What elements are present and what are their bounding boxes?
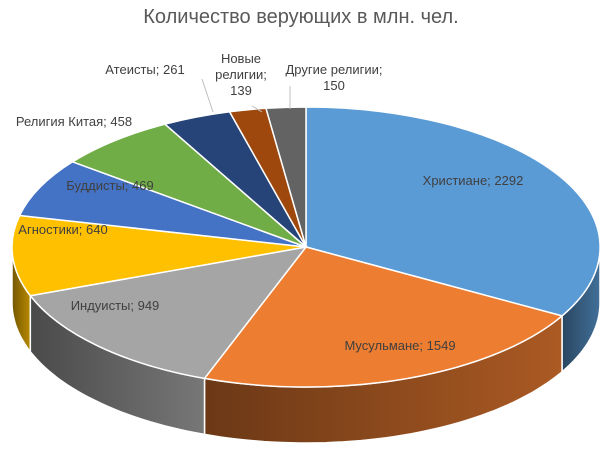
data-label-другие-религии: Другие религии; 150	[286, 62, 383, 93]
chart-title: Количество верующих в млн. чел.	[143, 6, 459, 28]
data-label-новые-религии: Новые религии; 139	[215, 51, 267, 98]
slice-христиане	[305, 106, 601, 317]
pie-top-layer	[11, 106, 601, 388]
data-label-христиане: Христиане; 2292	[423, 173, 524, 188]
data-label-атеисты: Атеисты; 261	[105, 62, 184, 77]
slice-буддисты	[18, 160, 307, 248]
slice-другие-религии	[265, 106, 307, 248]
slice-индуисты	[28, 245, 308, 380]
data-label-буддисты: Буддисты; 469	[66, 178, 153, 193]
data-label-агностики: Агностики; 640	[18, 222, 107, 237]
data-labels-layer: Христиане; 2292 Мусульмане; 1549 Индуисты;…	[16, 51, 523, 353]
slice-религия-китая	[70, 123, 307, 248]
leader-line-атеисты	[201, 78, 214, 113]
data-label-религия-китая: Религия Китая; 458	[16, 114, 132, 129]
slice-мусульмане	[203, 246, 564, 388]
data-label-мусульмане: Мусульмане; 1549	[344, 338, 455, 353]
data-label-индуисты: Индуисты; 949	[71, 298, 160, 313]
leader-line-новые-религии	[251, 105, 263, 113]
slice-агностики	[11, 214, 307, 297]
leader-lines-layer	[201, 78, 291, 113]
